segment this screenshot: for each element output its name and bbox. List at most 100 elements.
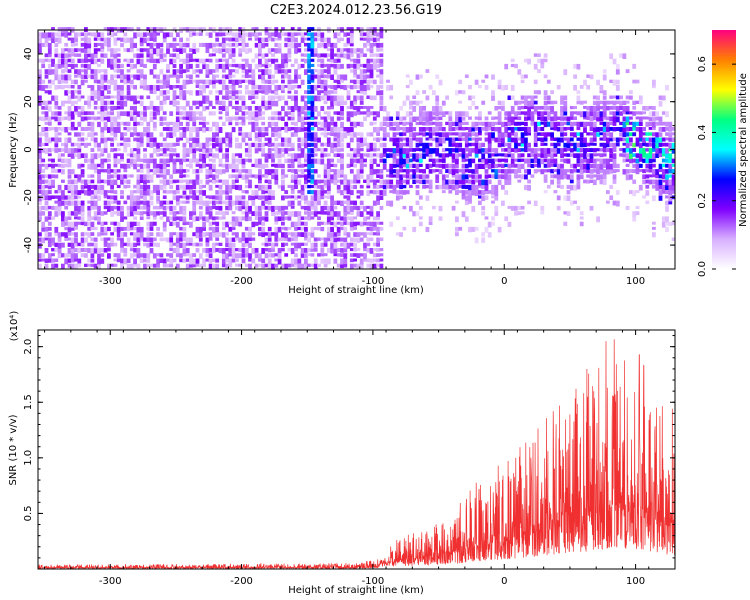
- spectrogram-cell: [343, 127, 348, 132]
- spectrogram-cell: [537, 106, 541, 110]
- spectrogram-cell: [103, 106, 108, 111]
- spectrogram-cell: [215, 142, 220, 147]
- spectrogram-cell: [619, 153, 623, 157]
- spectrogram-cell: [372, 137, 377, 141]
- spectrogram-cell: [468, 174, 472, 178]
- spectrogram-cell: [107, 153, 111, 158]
- spectrogram-cell: [652, 174, 656, 178]
- spectrogram-cell: [520, 174, 525, 180]
- spectrogram-cell: [57, 195, 62, 202]
- spectrogram-cell: [412, 95, 417, 99]
- spectrogram-cell: [231, 127, 236, 133]
- spectrogram-cell: [136, 248, 141, 253]
- spectrogram-cell: [323, 42, 328, 49]
- spectrogram-cell: [606, 127, 610, 132]
- spectrogram-cell: [343, 42, 348, 47]
- spectrogram-cell: [192, 79, 197, 83]
- spectrogram-cell: [320, 211, 325, 215]
- spectrogram-cell: [418, 216, 423, 220]
- spectrogram-cell: [458, 184, 463, 189]
- spectrogram-cell: [359, 169, 364, 174]
- spectrogram-cell: [330, 63, 334, 68]
- spectrogram-cell: [228, 53, 233, 59]
- spectrogram-cell: [139, 163, 144, 169]
- spectrogram-cell: [326, 137, 331, 144]
- spectrogram-cell: [172, 132, 177, 137]
- spectrogram-cell: [474, 237, 479, 244]
- spectrogram-cell: [372, 190, 377, 195]
- spectrogram-cell: [205, 232, 210, 236]
- spectrogram-cell: [208, 174, 213, 178]
- spectrogram-cell: [527, 153, 531, 158]
- spectrogram-cell: [64, 232, 69, 238]
- spectrogram-cell: [359, 184, 364, 189]
- spectrogram-cell: [501, 137, 505, 144]
- spectrogram-cell: [120, 158, 124, 162]
- spectrogram-cell: [310, 200, 315, 207]
- spectrogram-cell: [47, 90, 52, 95]
- spectrogram-cell: [182, 85, 187, 90]
- spectrogram-cell: [359, 211, 364, 217]
- spectrogram-cell: [642, 158, 646, 163]
- spectrogram-cell: [120, 179, 124, 185]
- spectrogram-cell: [514, 148, 518, 153]
- spectrogram-cell: [221, 169, 226, 174]
- spectrogram-cell: [205, 74, 210, 78]
- spectrogram-cell: [113, 32, 118, 36]
- spectrogram-cell: [241, 100, 246, 106]
- spectrogram-cell: [179, 63, 183, 69]
- spectrogram-cell: [533, 163, 538, 167]
- spectrogram-cell: [67, 32, 72, 36]
- spectrogram-cell: [166, 63, 170, 70]
- spectrogram-cell: [343, 100, 348, 105]
- spectrogram-cell: [195, 242, 200, 247]
- spectrogram-cell: [589, 74, 594, 80]
- spectrogram-cell: [504, 174, 509, 180]
- spectrogram-cell: [156, 232, 160, 237]
- spectrogram-cell: [238, 158, 243, 165]
- spectrogram-cell: [372, 258, 377, 262]
- spectrogram-cell: [47, 100, 52, 105]
- spectrogram-cell: [432, 163, 436, 167]
- spectrogram-cell: [356, 205, 361, 211]
- spectrogram-cell: [74, 200, 78, 206]
- spectrogram-cell: [146, 42, 151, 47]
- spectrogram-cell: [208, 158, 213, 162]
- spectrogram-cell: [340, 137, 344, 143]
- spectrogram-cell: [543, 116, 548, 122]
- spectrogram-cell: [195, 169, 200, 174]
- spectrogram-cell: [64, 195, 69, 200]
- spectrogram-cell: [546, 79, 551, 84]
- spectrogram-cell: [100, 95, 105, 101]
- spectrogram-cell: [143, 85, 147, 91]
- spectrogram-cell: [51, 37, 55, 43]
- spectrogram-cell: [254, 32, 259, 39]
- spectrogram-cell: [241, 190, 246, 194]
- spectrogram-cell: [566, 184, 571, 189]
- spectrogram-cell: [93, 184, 98, 190]
- spectrogram-cell: [369, 85, 374, 89]
- spectrogram-cell: [116, 158, 121, 164]
- spectrogram-cell: [317, 63, 321, 67]
- spectrogram-cell: [51, 184, 55, 188]
- spectrogram-cell: [126, 27, 131, 32]
- spectrogram-cell: [87, 132, 92, 137]
- spectrogram-cell: [330, 74, 334, 80]
- spectrogram-cell: [428, 179, 433, 186]
- spectrogram-cell: [323, 263, 328, 268]
- spectrogram-cell: [464, 179, 469, 184]
- spectrogram-cell: [156, 226, 160, 231]
- spectrogram-cell: [668, 179, 673, 185]
- spectrogram-cell: [514, 116, 518, 120]
- spectrogram-cell: [120, 90, 124, 95]
- spectrogram-cell: [113, 200, 118, 204]
- spectrogram-cell: [622, 169, 627, 175]
- spectrogram-cell: [61, 69, 65, 74]
- spectrogram-cell: [320, 221, 325, 225]
- spectrogram-cell: [326, 132, 331, 136]
- spectrogram-cell: [471, 226, 476, 232]
- spectrogram-cell: [326, 111, 331, 117]
- spectrogram-cell: [97, 211, 101, 216]
- spectrogram-cell: [146, 174, 151, 179]
- spectrogram-cell: [100, 179, 105, 184]
